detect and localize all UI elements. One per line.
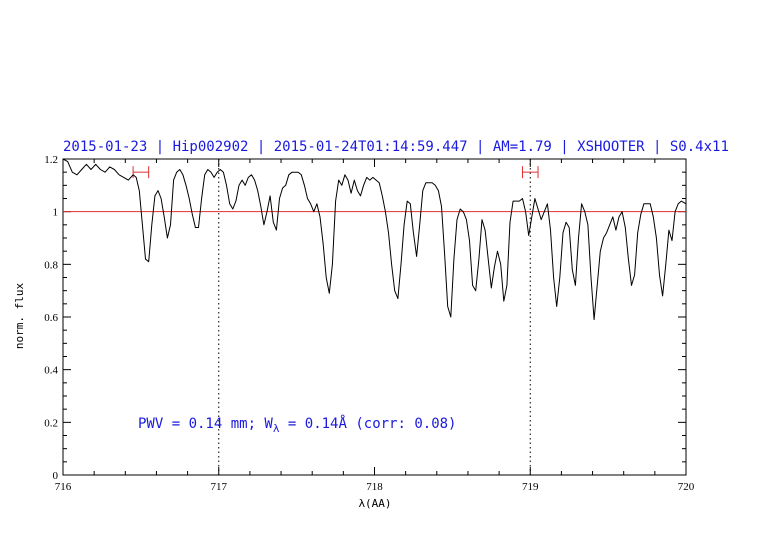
y-axis-label: norm. flux	[13, 283, 26, 350]
y-tick-label: 0.2	[44, 417, 58, 429]
x-tick-label: 718	[366, 481, 383, 493]
pwv-annotation-subscript: λ	[273, 422, 280, 435]
pwv-annotation: PWV = 0.14 mm; Wλ = 0.14Å (corr: 0.08)	[138, 415, 457, 435]
series-layer	[62, 158, 687, 321]
x-tick-label: 719	[522, 481, 539, 493]
x-tick-label: 716	[55, 481, 72, 493]
x-axis: 716 717 718 719 720	[55, 159, 695, 493]
spectrum-line	[62, 158, 687, 321]
x-tick-label: 717	[211, 481, 228, 493]
chart-title: 2015-01-23 | Hip002902 | 2015-01-24T01:1…	[63, 139, 729, 155]
y-tick-label: 0.4	[44, 365, 58, 377]
x-axis-label: λ(AA)	[358, 497, 391, 510]
pwv-annotation-rest: = 0.14Å (corr: 0.08)	[279, 415, 456, 432]
y-tick-label: 0.6	[44, 312, 58, 324]
markers	[63, 159, 686, 475]
y-tick-label: 0	[53, 470, 59, 482]
y-tick-label: 1	[53, 207, 59, 219]
x-tick-label: 720	[678, 481, 695, 493]
y-tick-label: 0.8	[44, 259, 58, 271]
y-tick-label: 1.2	[44, 154, 58, 166]
pwv-annotation-prefix: PWV = 0.14 mm; W	[138, 416, 273, 432]
